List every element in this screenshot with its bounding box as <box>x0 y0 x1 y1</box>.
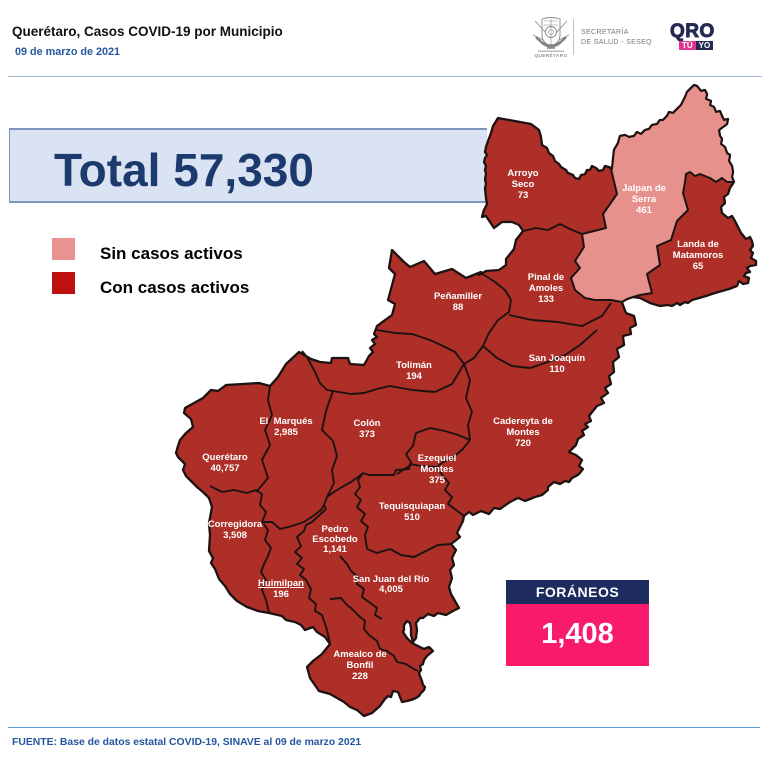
svg-text:4,005: 4,005 <box>379 584 403 595</box>
svg-text:228: 228 <box>352 671 368 682</box>
svg-text:510: 510 <box>404 512 420 523</box>
svg-text:Amealco de: Amealco de <box>333 649 386 660</box>
svg-text:Montes: Montes <box>506 427 539 438</box>
svg-text:Arroyo: Arroyo <box>507 168 538 179</box>
svg-text:2,985: 2,985 <box>274 427 298 438</box>
svg-text:Colón: Colón <box>354 418 381 429</box>
svg-text:196: 196 <box>273 589 289 600</box>
svg-text:375: 375 <box>429 475 446 486</box>
svg-text:133: 133 <box>538 294 554 305</box>
svg-text:40,757: 40,757 <box>210 463 239 474</box>
svg-text:Ezequiel: Ezequiel <box>418 453 457 464</box>
svg-text:461: 461 <box>636 205 653 216</box>
svg-text:Matamoros: Matamoros <box>673 250 724 261</box>
svg-text:Pedro: Pedro <box>322 524 349 535</box>
svg-text:Escobedo: Escobedo <box>312 534 358 545</box>
svg-text:Tolimán: Tolimán <box>396 360 432 371</box>
svg-text:Tequisquiapan: Tequisquiapan <box>379 501 446 512</box>
svg-text:San Juan del Río: San Juan del Río <box>353 574 430 585</box>
svg-text:El Marqués: El Marqués <box>259 416 312 427</box>
svg-text:Seco: Seco <box>512 179 535 190</box>
svg-text:Corregidora: Corregidora <box>208 519 263 530</box>
svg-text:Cadereyta de: Cadereyta de <box>493 416 553 427</box>
svg-text:Landa de: Landa de <box>677 239 719 250</box>
svg-text:QUERÉTARO: QUERÉTARO <box>535 51 568 59</box>
svg-text:65: 65 <box>693 261 704 272</box>
svg-text:88: 88 <box>453 302 464 313</box>
svg-text:1,141: 1,141 <box>323 544 347 555</box>
svg-text:Amoles: Amoles <box>529 283 563 294</box>
svg-text:Huimilpan: Huimilpan <box>258 578 304 589</box>
svg-text:373: 373 <box>359 429 375 440</box>
svg-text:Jalpan de: Jalpan de <box>622 183 666 194</box>
svg-text:Querétaro: Querétaro <box>202 452 248 463</box>
svg-text:San Joaquín: San Joaquín <box>529 353 586 364</box>
svg-text:110: 110 <box>549 364 564 375</box>
svg-text:Peñamiller: Peñamiller <box>434 291 482 302</box>
svg-text:Montes: Montes <box>420 464 453 475</box>
svg-text:Serra: Serra <box>632 194 657 205</box>
svg-text:Pinal de: Pinal de <box>528 272 564 283</box>
svg-text:720: 720 <box>515 438 531 449</box>
svg-text:3,508: 3,508 <box>223 530 247 541</box>
svg-text:Bonfil: Bonfil <box>347 660 374 671</box>
svg-text:73: 73 <box>518 190 529 201</box>
svg-text:194: 194 <box>406 371 423 382</box>
